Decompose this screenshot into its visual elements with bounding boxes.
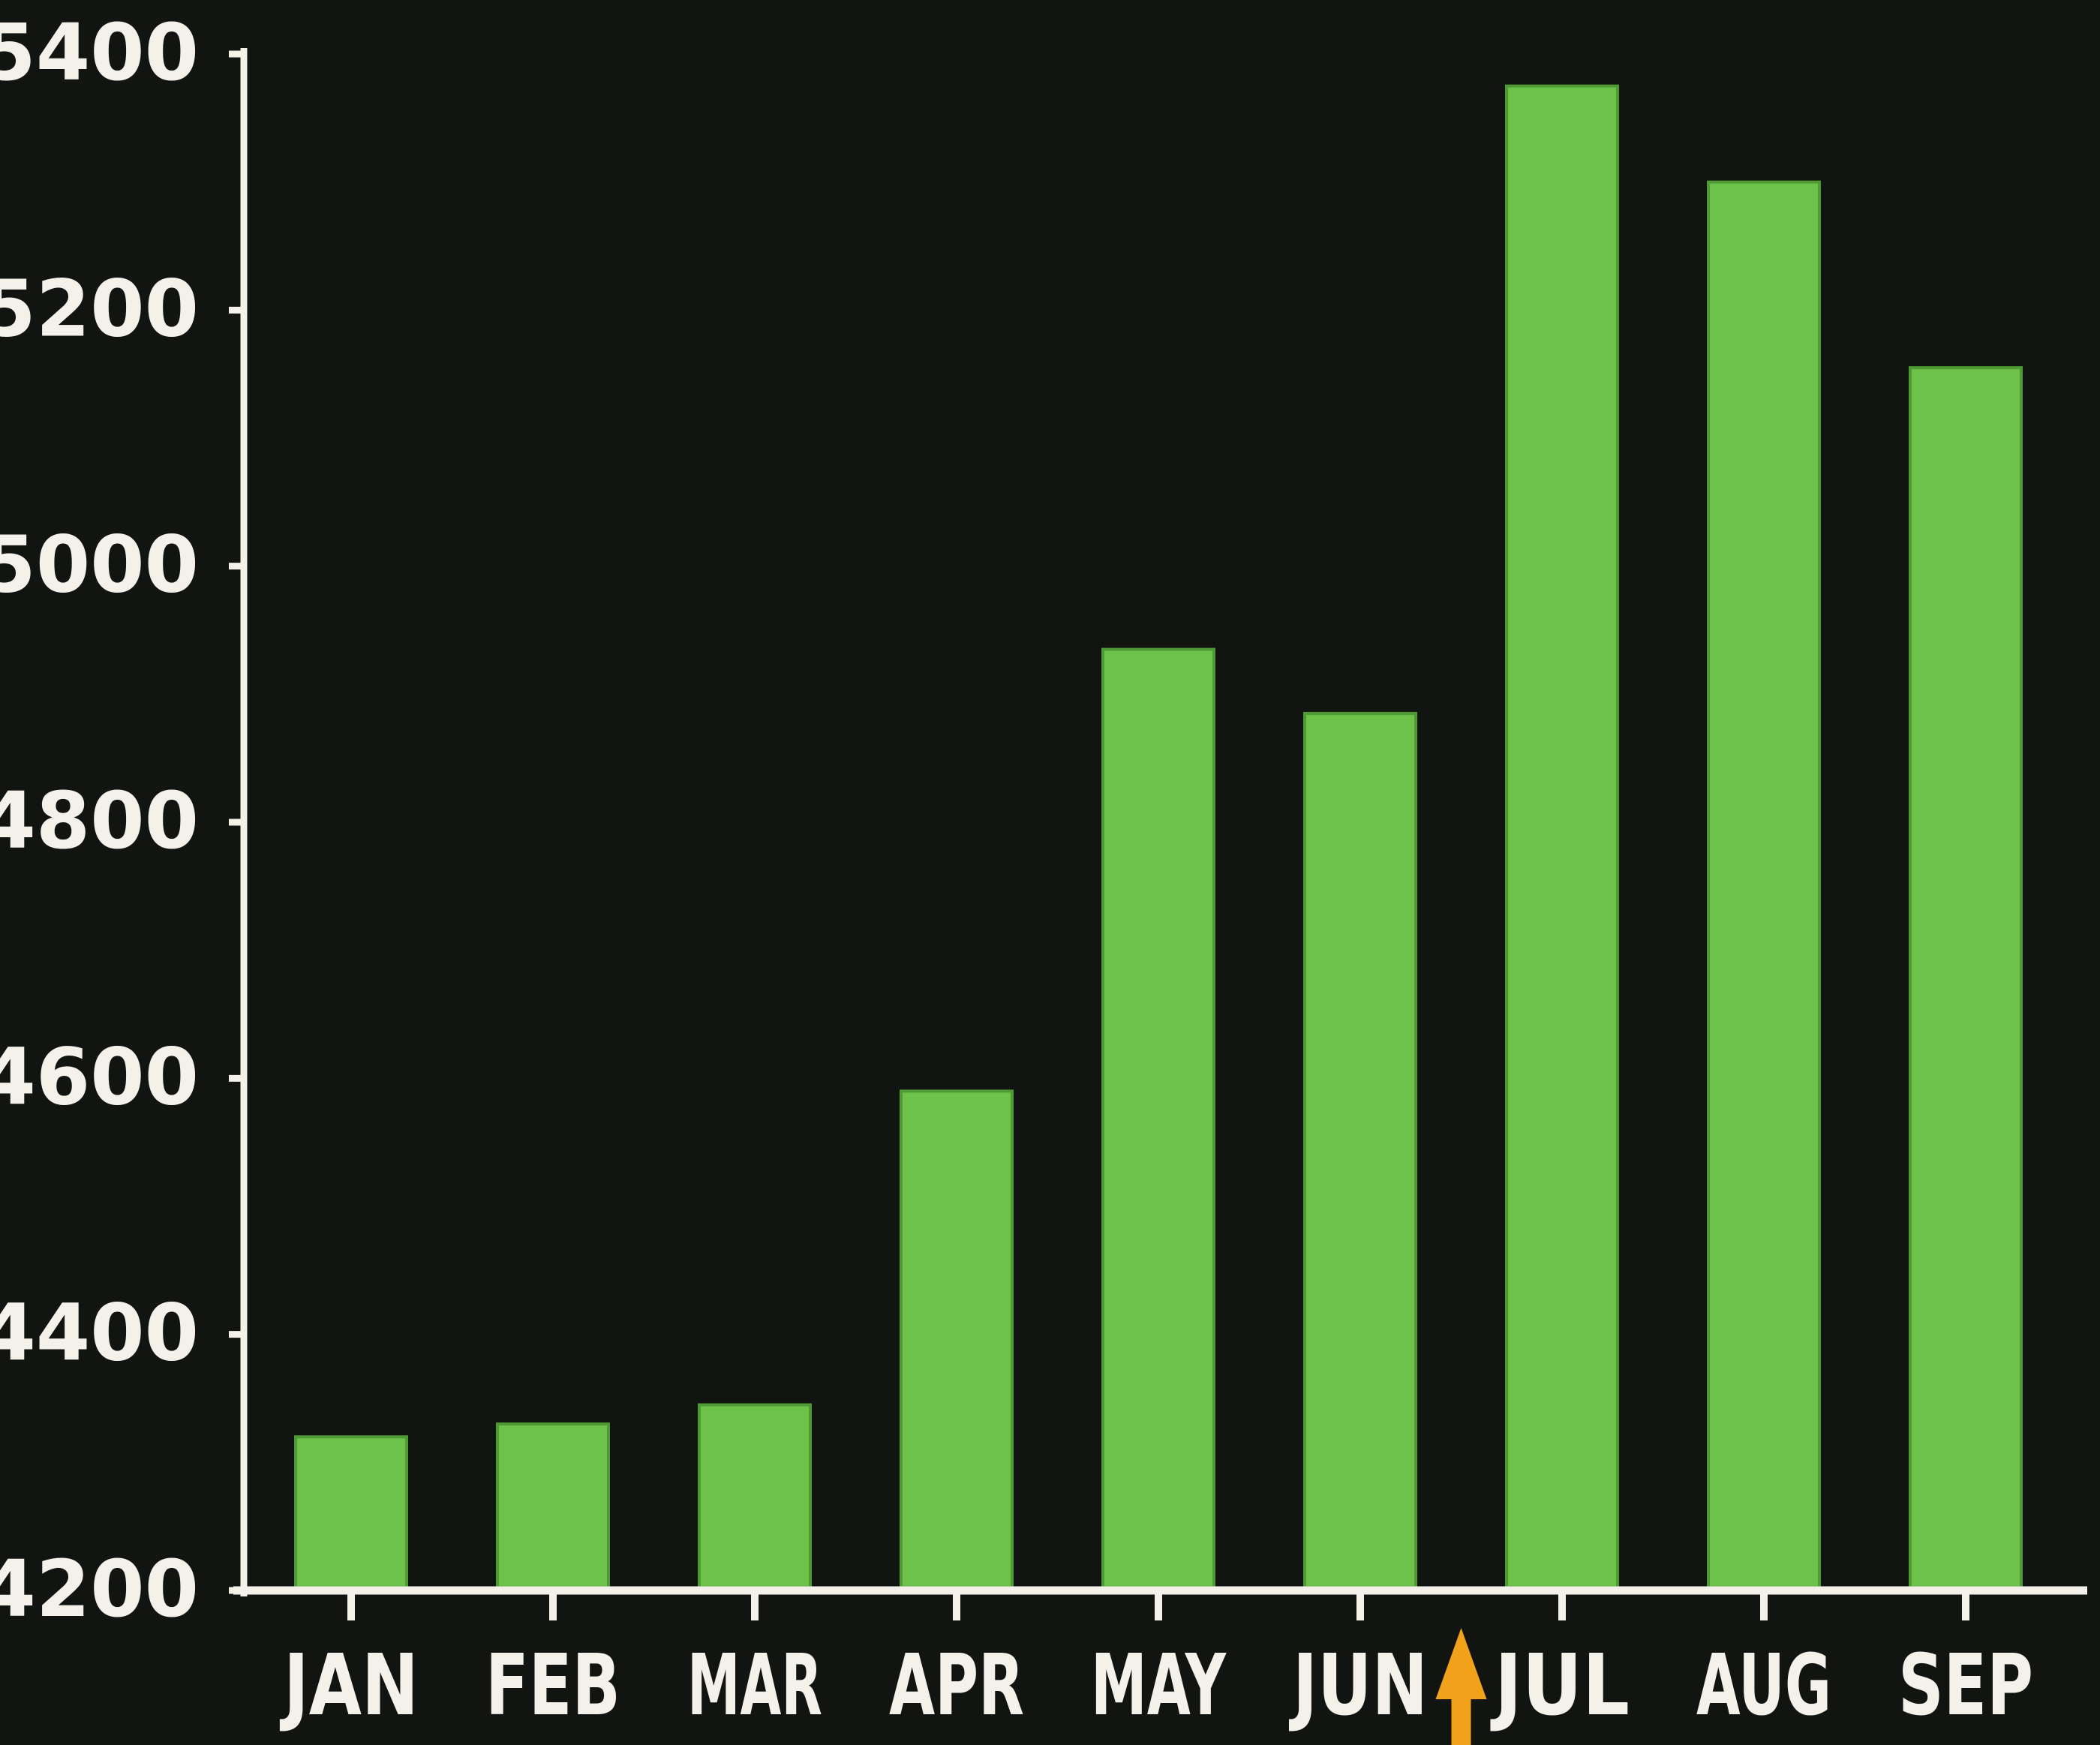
bar-jul	[1505, 84, 1619, 1590]
y-tick-label-4200: 4200	[0, 1543, 199, 1635]
x-labels-layer: JAN FEB MAR APR MAY JUN JUL AUG SEP	[279, 1637, 2033, 1734]
bar-mar	[698, 1403, 812, 1589]
y-tick-label-5400: 5400	[0, 7, 199, 98]
marker-layer	[1435, 1628, 1487, 1745]
x-tick-label-aug: AUG	[1696, 1637, 1831, 1734]
bar-apr	[900, 1089, 1014, 1589]
bar-feb	[496, 1422, 610, 1589]
x-tick-label-mar: MAR	[687, 1637, 822, 1734]
bar-aug	[1707, 180, 1821, 1590]
x-tick-label-may: MAY	[1091, 1637, 1227, 1734]
bar-jun	[1303, 711, 1417, 1589]
y-tick-label-4800: 4800	[0, 775, 199, 866]
y-tick-label-5000: 5000	[0, 519, 199, 611]
x-tick-label-apr: APR	[889, 1637, 1024, 1734]
y-tick-label-4400: 4400	[0, 1287, 199, 1379]
axis-layer	[233, 48, 2087, 1620]
up-arrow-icon	[1435, 1628, 1487, 1745]
bar-jan	[294, 1435, 408, 1589]
x-tick-label-feb: FEB	[485, 1637, 620, 1734]
bars-layer	[294, 84, 2023, 1590]
bar-sep	[1909, 366, 2023, 1590]
y-tick-label-5200: 5200	[0, 263, 199, 354]
x-tick-label-jan: JAN	[279, 1637, 419, 1734]
y-tick-label-4600: 4600	[0, 1031, 199, 1122]
x-tick-label-jun: JUN	[1288, 1637, 1428, 1734]
up-arrow-shaft	[1451, 1688, 1471, 1745]
y-tick-layer: 4200 4400 4600 4800 5000 5200 5400	[0, 7, 244, 1635]
x-tick-label-sep: SEP	[1898, 1637, 2033, 1734]
up-arrow-head	[1435, 1628, 1487, 1699]
x-tick-label-jul: JUL	[1490, 1637, 1630, 1734]
bar-may	[1101, 647, 1215, 1589]
